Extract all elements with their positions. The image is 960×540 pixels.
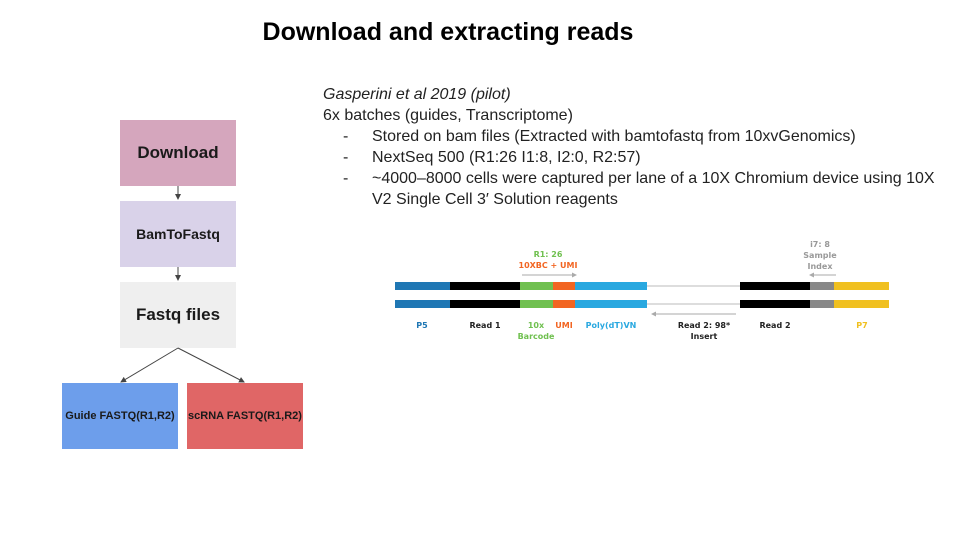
citation: Gasperini et al 2019 [323, 86, 467, 103]
download-box: Download [120, 120, 236, 186]
bullet-text: Stored on bam files (Extracted with bamt… [372, 128, 856, 145]
i7-sample-label: Sample [803, 251, 837, 260]
r1-content-label: 10XBC + UMI [519, 261, 578, 270]
index-segment [810, 300, 834, 308]
barcode-label-line2: Barcode [518, 332, 555, 341]
read2-insert-label-line2: Insert [691, 332, 718, 341]
barcode-segment [520, 300, 553, 308]
umi-label: UMI [555, 321, 572, 330]
description-text: Gasperini et al 2019 (pilot) 6x batches … [323, 84, 953, 210]
polydt-segment [575, 282, 647, 290]
umi-segment [553, 282, 575, 290]
arrow-fastq-to-scrna [177, 347, 245, 383]
bamtofastq-box: BamToFastq [120, 201, 236, 267]
i7-index-label: Index [808, 262, 834, 271]
guide-fastq-box: Guide FASTQ (R1,R2) [62, 383, 178, 449]
read2-label: Read 2 [759, 321, 790, 330]
guide-fastq-reads: (R1,R2) [136, 409, 175, 422]
read2-segment [740, 282, 810, 290]
batches-line: 6x batches (guides, Transcriptome) [323, 107, 573, 124]
polydt-label: Poly(dT)VN [586, 321, 637, 330]
bullet-item: - NextSeq 500 (R1:26 I1:8, I2:0, R2:57) [343, 149, 641, 166]
citation-note: (pilot) [466, 86, 511, 103]
bullet-text: ~4000–8000 cells were captured per lane … [372, 170, 935, 208]
read2-segment [740, 300, 810, 308]
scrna-fastq-title: scRNA FASTQ [188, 409, 264, 422]
r1-length-label: R1: 26 [534, 250, 563, 259]
index-segment [810, 282, 834, 290]
bullet-text: NextSeq 500 (R1:26 I1:8, I2:0, R2:57) [372, 149, 641, 166]
polydt-segment [575, 300, 647, 308]
p7-label: P7 [856, 321, 867, 330]
fastq-files-box: Fastq files [120, 282, 236, 348]
scrna-fastq-reads: (R1,R2) [263, 409, 302, 422]
page-title: Download and extracting reads [262, 18, 634, 46]
arrow-fastq-to-guide [120, 347, 179, 383]
scrna-fastq-box: scRNA FASTQ (R1,R2) [187, 383, 303, 449]
citation-line: Gasperini et al 2019 (pilot) [323, 84, 953, 105]
bullet-item: - Stored on bam files (Extracted with bam… [343, 128, 856, 145]
i7-length-label: i7: 8 [810, 240, 830, 249]
p5-label: P5 [416, 321, 428, 330]
library-top-strand [395, 282, 889, 290]
umi-segment [553, 300, 575, 308]
library-structure-diagram: R1: 26 10XBC + UMI i7: 8 Sample Index P5… [395, 240, 889, 341]
p7-segment [834, 282, 889, 290]
barcode-label: 10x [528, 321, 545, 330]
read1-segment [450, 282, 520, 290]
p5-segment [395, 300, 450, 308]
read2-insert-label: Read 2: 98* [678, 321, 731, 330]
barcode-segment [520, 282, 553, 290]
p7-segment [834, 300, 889, 308]
guide-fastq-title: Guide FASTQ [65, 409, 137, 422]
read1-label: Read 1 [469, 321, 500, 330]
library-bottom-strand [395, 300, 889, 308]
read1-segment [450, 300, 520, 308]
bullet-item: - ~4000–8000 cells were captured per lane… [343, 170, 935, 208]
bullet-list: - Stored on bam files (Extracted with bam… [323, 126, 953, 210]
p5-segment [395, 282, 450, 290]
